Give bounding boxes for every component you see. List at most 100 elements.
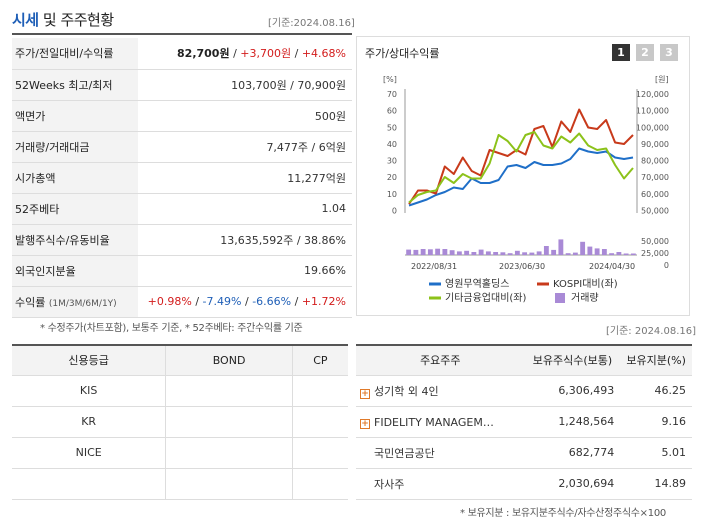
quote-value: 13,635,592주 / 38.86% [138,224,352,256]
volume-bar [442,249,448,255]
cp-rating [291,468,348,500]
header-divider [12,33,352,35]
bond-rating [165,375,293,407]
holders-footnote: * 보유지분 : 보유지분주식수/자수산정주식수×100 [460,508,666,519]
volume-bar [551,249,557,255]
volume-bar [522,252,528,255]
table-row: KR [12,406,348,438]
section-title: 시세 및 주주현황 [12,9,114,30]
quote-table: 주가/전일대비/수익률 82,700원 / +3,700원 / +4.68% 5… [12,38,352,318]
holder-pct: 14.89 [620,468,692,500]
return-1y: +1.72% [301,295,346,308]
quote-value: 82,700원 / +3,700원 / +4.68% [138,38,352,70]
holder-shares: 682,774 [524,437,621,469]
right-tick-label: 60,000 [641,190,669,199]
volume-bar [623,253,629,255]
expand-plus-icon[interactable]: + [360,418,370,429]
agency-name: KR [12,406,166,438]
current-price: 82,700원 [177,47,230,61]
volume-bar [413,249,419,255]
volume-bar [529,252,535,255]
quote-row: 거래량/거래대금 7,477주 / 6억원 [12,131,352,163]
credit-header-row: 신용등급 BOND CP [12,344,348,376]
left-tick-label: 60 [387,107,397,116]
legend-label: 거래량 [571,292,599,304]
reference-date: [기준:2024.08.16] [268,18,355,29]
volume-bar [580,241,586,255]
quote-value: 11,277억원 [138,162,352,194]
quote-row: 발행주식수/유동비율 13,635,592주 / 38.86% [12,224,352,256]
holder-pct: 5.01 [620,437,692,469]
volume-bar [514,250,520,255]
reference-date-2: [기준: 2024.08.16] [606,326,697,337]
separator: / [195,295,200,308]
left-tick-label: 70 [387,90,397,99]
title-rest: 및 주주현황 [38,11,114,29]
table-row: KIS [12,375,348,407]
period-button-1[interactable]: 1 [612,44,630,61]
return-3m: -7.49% [202,295,242,308]
quote-label: 액면가 [12,100,138,132]
quote-label: 시가총액 [12,162,138,194]
agency-name: NICE [12,437,166,469]
right-tick-label: 80,000 [641,157,669,166]
returns-label: 수익률 [15,295,46,309]
left-tick-label: 20 [387,173,397,182]
period-button-2[interactable]: 2 [636,44,654,61]
period-button-3[interactable]: 3 [660,44,678,61]
legend-label: KOSPI대비(좌) [553,278,618,290]
bond-rating [165,468,293,500]
cp-rating [291,406,348,438]
left-tick-label: 0 [392,206,397,215]
quote-footnote: * 수정주가(차트포함), 보통주 기준, * 52주베타: 주간수익률 기준 [40,323,303,334]
price-chart: [%] [원] 70 120,000 60 110,000 50 100,000 40 90,00… [383,75,669,304]
holders-header-row: 주요주주 보유주식수(보통) 보유지분(%) [356,344,692,376]
left-axis-unit: [%] [383,75,397,84]
quote-label: 발행주식수/유동비율 [12,224,138,256]
holder-name-text: FIDELITY MANAGEMENT & RESEARCH [374,415,496,429]
holder-name-text: 성기학 외 4인 [374,384,439,398]
table-row: 국민연금공단 682,774 5.01 [356,437,692,469]
left-tick-label: 50 [387,123,397,132]
volume-bar [456,251,462,255]
expand-plus-icon[interactable]: + [360,388,370,399]
bond-rating [165,437,293,469]
volume-bar [587,246,593,255]
agency-name: KIS [12,375,166,407]
volume-bar [616,252,622,255]
series-line-1 [408,108,634,205]
holders-header: 보유주식수(보통) [524,344,621,376]
holder-name: + 성기학 외 4인 [356,375,525,407]
separator: / [244,295,249,308]
quote-row: 외국인지분율 19.66% [12,255,352,287]
credit-header: 신용등급 [12,344,166,376]
returns-value: +0.98% / -7.49% / -6.66% / +1.72% [138,286,352,318]
volume-bar [543,246,549,255]
legend-label: 기타금융업대비(좌) [445,291,527,304]
right-tick-label: 120,000 [636,90,669,99]
legend-swatch [555,293,565,303]
left-tick-label: 40 [387,140,397,149]
legend-label: 영원무역홀딩스 [445,277,509,290]
table-row: + FIDELITY MANAGEMENT & RESEARCH 1,248,56… [356,406,692,438]
title-accent: 시세 [12,11,39,29]
right-axis-unit: [원] [655,75,669,84]
volume-tick-label: 50,000 [641,237,669,246]
cp-rating [291,437,348,469]
quote-label: 외국인지분율 [12,255,138,287]
volume-bar [420,249,426,255]
volume-bar [572,252,578,255]
quote-row: 시가총액 11,277억원 [12,162,352,194]
credit-rating-table: 신용등급 BOND CP KIS KR NICE [12,344,348,500]
x-tick-label: 2024/04/30 [589,262,635,271]
table-row: NICE [12,437,348,469]
right-tick-label: 100,000 [636,123,669,132]
price-change: +3,700원 [240,47,292,61]
volume-bar [565,253,571,255]
volume-bar [507,253,513,255]
return-6m: -6.66% [252,295,292,308]
holders-header: 주요주주 [356,344,525,376]
returns-label-sub: (1M/3M/6M/1Y) [48,298,117,309]
holder-name: 국민연금공단 [356,437,525,469]
table-row: 자사주 2,030,694 14.89 [356,468,692,500]
